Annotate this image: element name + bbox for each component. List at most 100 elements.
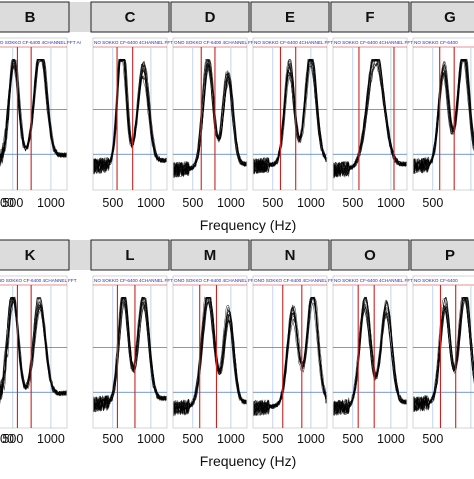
x-tick-label: 1000	[37, 196, 65, 210]
spectrum-trace	[93, 297, 167, 413]
panel-letter: D	[205, 9, 216, 26]
header-cell	[250, 239, 330, 271]
instrument-label: ONO SOKKO CF-6400 4CHANNEL FFT	[0, 278, 77, 283]
x-tick-label: 00	[0, 196, 14, 210]
x-tick-label: 500	[342, 196, 363, 210]
x-tick-label: 1000	[37, 432, 65, 446]
panel-letter: F	[365, 9, 374, 26]
spectrum-trace	[253, 58, 327, 174]
spectrum-trace	[413, 297, 474, 412]
instrument-label: NO SOKKO CF-6400 4CHANNEL FFT A	[94, 278, 178, 283]
plot-area	[332, 275, 408, 429]
trace-group	[0, 296, 67, 405]
panel-letter: P	[445, 247, 455, 264]
instrument-label: NO SOKKO CF-6400 4CHANNEL FFT A	[94, 40, 178, 45]
spectrum-trace	[93, 59, 167, 174]
panel-letter: K	[25, 247, 36, 264]
spectrum-trace	[413, 297, 474, 411]
spectrum-trace	[0, 59, 67, 162]
panel-letter: N	[285, 247, 296, 264]
header-cell	[410, 1, 474, 33]
spectrum-trace	[93, 58, 167, 174]
trace-group	[0, 58, 67, 167]
x-tick-label: 1000	[377, 432, 405, 446]
spectrum-trace	[413, 58, 474, 174]
header-cell	[170, 239, 250, 271]
x-tick-label: 500	[102, 432, 123, 446]
spectrum-trace	[173, 301, 247, 415]
trace-group	[173, 58, 247, 178]
panel-O: O NO SOKKO CF-6400 4CHANNEL FFT A	[330, 239, 418, 429]
spectrum-trace	[333, 297, 407, 415]
instrument-label: ONO SOKKO CF-6400 4CHANNEL FFT A	[174, 40, 261, 45]
spectrum-trace	[413, 58, 474, 174]
panel-letter: B	[25, 9, 36, 26]
x-tick-label: 1000	[297, 196, 325, 210]
spectrum-trace	[253, 60, 327, 175]
trace-group	[93, 296, 167, 413]
x-tick-label: 500	[2, 432, 23, 446]
panel-row-2: K ONO SOKKO CF-6400 4CHANNEL FFT L NO SOKKO…	[0, 239, 474, 469]
panel-row-1: B 3NO SOKKO CF-6400 4CHANNEL FFT AI C NO SO…	[0, 1, 474, 233]
x-tick-label: 1000	[377, 196, 405, 210]
spectrum-trace	[333, 296, 407, 416]
x-tick-label: 1000	[137, 432, 165, 446]
header-cell	[90, 1, 170, 33]
instrument-label: ONO SOKKO CF-6400 4CHANNEL FFT A	[254, 278, 341, 283]
spectrum-trace	[333, 58, 407, 176]
trace-group	[253, 58, 327, 175]
header-cell	[330, 1, 410, 33]
panel-letter: L	[125, 247, 134, 264]
panel-letter: E	[285, 9, 295, 26]
spectrum-trace	[0, 298, 67, 400]
panel-C: C NO SOKKO CF-6400 4CHANNEL FFT A	[90, 1, 178, 191]
trace-group	[333, 296, 407, 416]
panel-F: F NO SOKKO CF-6400 4CHANNEL FFT A	[330, 1, 418, 191]
x-tick-label: 500	[2, 196, 23, 210]
spectrum-trace	[413, 59, 474, 174]
plot-area	[412, 37, 474, 191]
spectrum-trace	[0, 297, 67, 396]
panel-N: N ONO SOKKO CF-6400 4CHANNEL FFT A	[250, 239, 341, 429]
x-tick-label: 500	[422, 432, 443, 446]
panel-letter: C	[125, 9, 136, 26]
spectrum-trace	[93, 59, 167, 175]
header-cell	[0, 1, 70, 33]
spectrum-trace	[173, 59, 247, 177]
header-band	[0, 2, 474, 32]
panel-D: D ONO SOKKO CF-6400 4CHANNEL FFT A	[170, 1, 261, 191]
panel-G: G NO SOKKO CF-6400	[410, 1, 474, 191]
header-cell	[330, 239, 410, 271]
instrument-label: ONO SOKKO CF-6400 4CHANNEL FFT AN	[174, 278, 264, 283]
x-axis-label: Frequency (Hz)	[200, 453, 296, 469]
x-tick-label: 1000	[217, 196, 245, 210]
x-tick-label: 500	[102, 196, 123, 210]
x-axis-label: Frequency (Hz)	[200, 217, 296, 233]
spectrum-trace	[333, 58, 407, 177]
plot-area	[332, 37, 408, 191]
panel-K: K ONO SOKKO CF-6400 4CHANNEL FFT	[0, 239, 77, 429]
x-tick-label: 500	[422, 196, 443, 210]
trace-group	[413, 296, 474, 412]
x-tick-label: 500	[182, 196, 203, 210]
spectrum-trace	[413, 296, 474, 411]
panel-letter: O	[364, 247, 376, 264]
spectrum-trace	[253, 300, 327, 416]
panel-M: M ONO SOKKO CF-6400 4CHANNEL FFT AN	[170, 239, 264, 429]
instrument-label: NO SOKKO CF-6400 4CHANNEL FFT A	[254, 40, 338, 45]
panel-letter: G	[444, 9, 456, 26]
spectrum-trace	[413, 59, 474, 174]
x-tick-label: 00	[0, 432, 14, 446]
instrument-label: NO SOKKO CF-6400	[414, 40, 458, 45]
panel-L: L NO SOKKO CF-6400 4CHANNEL FFT A	[90, 239, 178, 429]
x-tick-label: 500	[262, 432, 283, 446]
instrument-label: NO SOKKO CF-6400 4CHANNEL FFT A	[334, 278, 418, 283]
x-tick-label: 500	[182, 432, 203, 446]
x-tick-label: 500	[262, 196, 283, 210]
header-cell	[170, 1, 250, 33]
instrument-label: NO SOKKO CF-6400 4CHANNEL FFT A	[334, 40, 418, 45]
spectrum-trace	[253, 58, 327, 173]
header-band	[0, 240, 474, 270]
